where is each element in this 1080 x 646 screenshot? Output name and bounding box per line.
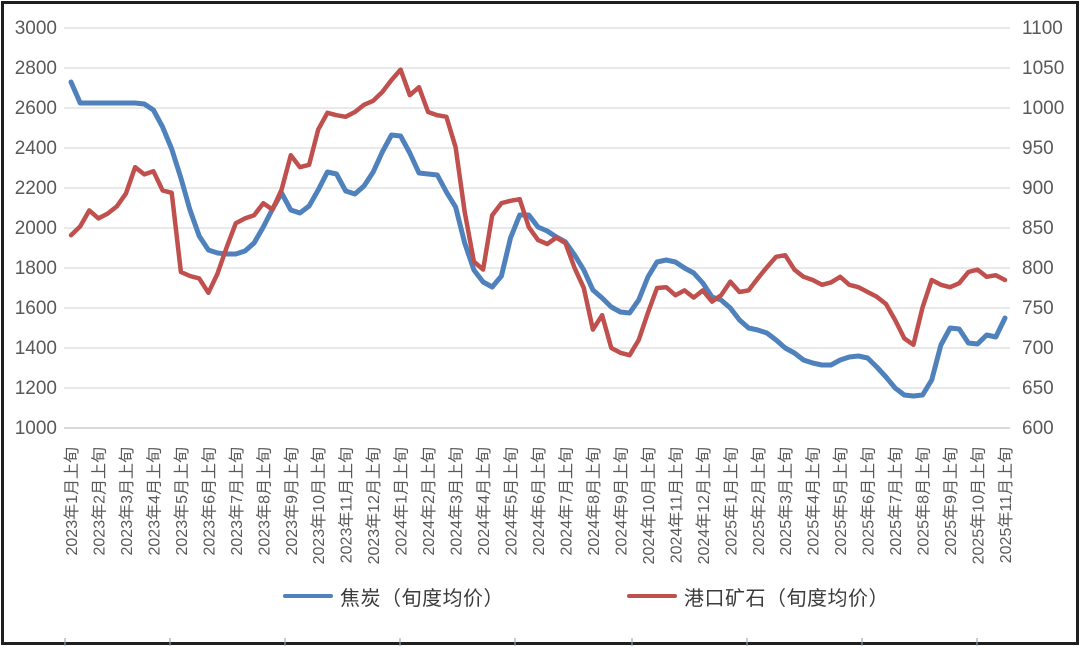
x-axis-tick-label: 2023年10月上旬: [310, 447, 328, 564]
x-axis-tick-label: 2023年4月上旬: [145, 447, 163, 556]
x-axis-tick-label: 2025年3月上旬: [777, 447, 795, 556]
y-axis-right-tick-label: 1100: [1022, 18, 1063, 39]
y-axis-left-tick-label: 2800: [15, 58, 57, 79]
y-axis-left-tick-label: 2600: [15, 98, 57, 119]
y-axis-left-tick-label: 3000: [15, 18, 57, 39]
y-axis-right-tick-label: 700: [1022, 338, 1054, 359]
y-axis-right-tick-label: 900: [1022, 178, 1054, 199]
x-axis-tick-label: 2024年7月上旬: [557, 447, 575, 556]
x-axis-tick-label: 2023年2月上旬: [90, 447, 108, 556]
x-axis-tick-label: 2023年7月上旬: [228, 447, 246, 556]
y-axis-right-tick-label: 850: [1022, 218, 1054, 239]
y-axis-left-tick-label: 2400: [15, 138, 57, 159]
x-axis-tick-label: 2023年8月上旬: [255, 447, 273, 556]
x-axis-tick-label: 2023年9月上旬: [283, 447, 301, 556]
y-axis-left-tick-label: 1400: [15, 338, 57, 359]
x-axis-tick-label: 2023年11月上旬: [338, 447, 356, 563]
x-axis-tick-label: 2023年6月上旬: [200, 447, 218, 556]
x-axis-tick-label: 2025年10月上旬: [970, 447, 988, 564]
x-axis-tick-label: 2024年10月上旬: [640, 447, 658, 564]
y-axis-right-tick-label: 1050: [1022, 58, 1064, 79]
x-axis-tick-label: 2024年12月上旬: [695, 447, 713, 564]
x-axis-tick-label: 2024年1月上旬: [393, 447, 411, 555]
y-axis-left-tick-label: 1600: [15, 298, 57, 319]
y-axis-left-tick-label: 2000: [15, 218, 57, 239]
ore-price-line: [68, 67, 1008, 358]
x-axis-tick-label: 2025年9月上旬: [942, 447, 960, 556]
y-axis-left-tick-label: 1000: [15, 418, 57, 439]
x-axis-tick-label: 2023年1月上旬: [63, 447, 81, 556]
x-axis-tick-label: 2025年7月上旬: [887, 447, 905, 556]
x-axis-tick-label: 2024年11月上旬: [667, 447, 685, 563]
y-axis-left-tick-label: 2200: [15, 178, 57, 199]
x-axis-tick-label: 2025年5月上旬: [832, 447, 850, 556]
x-axis-tick-label: 2025年2月上旬: [750, 447, 768, 556]
x-axis-tick-label: 2024年3月上旬: [448, 447, 466, 555]
x-axis-tick-label: 2025年8月上旬: [915, 447, 933, 556]
y-axis-right-tick-label: 800: [1022, 258, 1054, 279]
x-axis-tick-label: 2024年9月上旬: [612, 447, 630, 556]
x-axis-tick-label: 2024年2月上旬: [420, 447, 438, 555]
y-axis-right-tick-label: 650: [1022, 378, 1054, 399]
y-axis-right-tick-label: 950: [1022, 138, 1054, 159]
y-axis-right-tick-label: 600: [1022, 418, 1054, 439]
x-axis-tick-label: 2025年6月上旬: [860, 447, 878, 556]
y-axis-right-tick-label: 1000: [1022, 98, 1064, 119]
x-axis-tick-label: 2025年1月上旬: [722, 447, 740, 556]
y-axis-left-tick-label: 1200: [15, 378, 57, 399]
x-axis-tick-label: 2024年4月上旬: [475, 447, 493, 556]
y-axis-left-tick-label: 1800: [15, 258, 57, 279]
x-axis-tick-label: 2024年5月上旬: [503, 447, 521, 556]
x-axis-tick-label: 2025年4月上旬: [805, 447, 823, 556]
x-axis-tick-label: 2023年12月上旬: [365, 447, 383, 564]
x-axis-tick-label: 2023年5月上旬: [173, 447, 191, 556]
x-axis-tick-label: 2025年11月上旬: [997, 447, 1015, 563]
y-axis-right-tick-label: 750: [1022, 298, 1054, 319]
x-axis-tick-label: 2023年3月上旬: [118, 447, 136, 556]
x-axis-tick-label: 2024年6月上旬: [530, 447, 548, 556]
x-axis-tick-label: 2024年8月上旬: [585, 447, 603, 556]
